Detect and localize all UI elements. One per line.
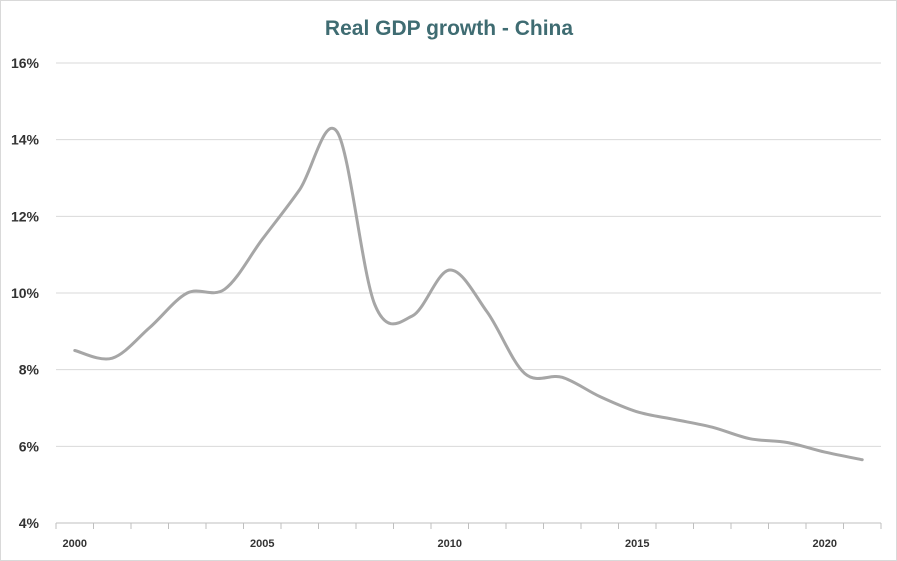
data-point bbox=[861, 458, 864, 461]
data-point bbox=[186, 292, 189, 295]
data-point bbox=[261, 238, 264, 241]
y-tick-label: 10% bbox=[11, 285, 40, 301]
data-point bbox=[636, 410, 639, 413]
data-point bbox=[748, 437, 751, 440]
data-point bbox=[73, 349, 76, 352]
data-point bbox=[298, 188, 301, 191]
y-tick-label: 16% bbox=[11, 55, 40, 71]
x-tick-label: 2010 bbox=[438, 538, 462, 550]
data-point bbox=[148, 326, 151, 329]
series-layer bbox=[73, 127, 864, 462]
chart-title: Real GDP growth - China bbox=[325, 17, 573, 40]
data-point bbox=[411, 315, 414, 318]
data-point bbox=[523, 372, 526, 375]
x-axis: 2000 2005 2010 2015 2020 bbox=[55, 522, 882, 550]
x-tick-label: 2005 bbox=[250, 538, 274, 550]
data-point bbox=[598, 395, 601, 398]
data-point bbox=[111, 357, 114, 360]
y-tick-label: 6% bbox=[19, 438, 40, 454]
y-tick-label: 12% bbox=[11, 208, 40, 224]
data-point bbox=[373, 303, 376, 306]
data-point bbox=[336, 131, 339, 134]
data-point bbox=[673, 418, 676, 421]
data-point bbox=[711, 426, 714, 429]
gdp-growth-line bbox=[73, 127, 864, 462]
x-tick-label: 2020 bbox=[813, 538, 837, 550]
gridlines bbox=[56, 62, 881, 447]
data-point bbox=[486, 311, 489, 314]
data-point bbox=[561, 376, 564, 379]
x-tick-label: 2015 bbox=[625, 538, 649, 550]
y-tick-label: 14% bbox=[11, 132, 40, 148]
data-point bbox=[223, 288, 226, 291]
data-point bbox=[823, 451, 826, 454]
data-point bbox=[448, 269, 451, 272]
y-axis-ticks: 4% 6% 8% 10% 12% 14% 16% bbox=[11, 55, 40, 531]
y-tick-label: 4% bbox=[19, 515, 40, 531]
data-point bbox=[786, 441, 789, 444]
y-tick-label: 8% bbox=[19, 362, 40, 378]
x-tick-label: 2000 bbox=[63, 538, 87, 550]
